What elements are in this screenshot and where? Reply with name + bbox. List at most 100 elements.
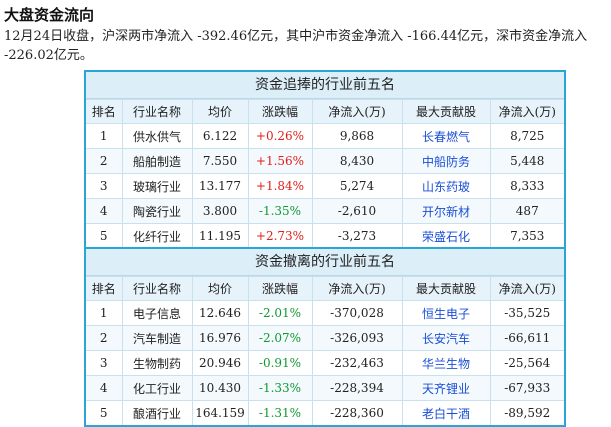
avg-price-cell: 10.430 bbox=[192, 375, 249, 401]
avg-price-cell: 20.946 bbox=[192, 350, 249, 376]
table-row: 4 陶瓷行业 3.800 -1.35% -2,610 开尔新材 487 bbox=[86, 198, 564, 224]
rank-cell: 4 bbox=[86, 198, 123, 224]
table-row: 3 玻璃行业 13.177 +1.84% 5,274 山东药玻 8,333 bbox=[86, 173, 564, 199]
change-cell: +0.26% bbox=[248, 123, 313, 149]
net-inflow-cell: -228,360 bbox=[312, 400, 403, 425]
stock-inflow-cell: -67,933 bbox=[490, 375, 564, 401]
table-row: 4 化工行业 10.430 -1.33% -228,394 天齐锂业 -67,9… bbox=[86, 375, 564, 401]
column-header-net-inflow: 净流入(万) bbox=[312, 276, 403, 301]
industry-cell: 汽车制造 bbox=[122, 325, 193, 351]
stock-inflow-cell: -25,564 bbox=[490, 350, 564, 376]
avg-price-cell: 7.550 bbox=[192, 148, 249, 174]
stock-inflow-cell: -66,611 bbox=[490, 325, 564, 351]
top-stock-link[interactable]: 长安汽车 bbox=[402, 325, 491, 351]
rank-cell: 3 bbox=[86, 350, 123, 376]
table-row: 1 供水供气 6.122 +0.26% 9,868 长春燃气 8,725 bbox=[86, 123, 564, 149]
change-cell: -1.31% bbox=[248, 400, 313, 425]
stock-inflow-cell: -35,525 bbox=[490, 300, 564, 326]
column-header-industry: 行业名称 bbox=[122, 99, 193, 124]
column-header-top-stock: 最大贡献股 bbox=[402, 276, 491, 301]
net-inflow-cell: -232,463 bbox=[312, 350, 403, 376]
industry-cell: 酿酒行业 bbox=[122, 400, 193, 425]
net-inflow-cell: -370,028 bbox=[312, 300, 403, 326]
avg-price-cell: 6.122 bbox=[192, 123, 249, 149]
top-stock-link[interactable]: 老白干酒 bbox=[402, 400, 491, 425]
stock-inflow-cell: -89,592 bbox=[490, 400, 564, 425]
avg-price-cell: 16.976 bbox=[192, 325, 249, 351]
change-cell: +1.56% bbox=[248, 148, 313, 174]
change-cell: -2.01% bbox=[248, 300, 313, 326]
top-stock-link[interactable]: 开尔新材 bbox=[402, 198, 491, 224]
change-cell: -0.91% bbox=[248, 350, 313, 376]
inflow-table: 排名 行业名称 均价 涨跌幅 净流入(万) 最大贡献股 净流入(万) 1 供水供… bbox=[86, 99, 564, 248]
top-stock-link[interactable]: 华兰生物 bbox=[402, 350, 491, 376]
avg-price-cell: 12.646 bbox=[192, 300, 249, 326]
net-inflow-cell: -326,093 bbox=[312, 325, 403, 351]
industry-cell: 化工行业 bbox=[122, 375, 193, 401]
inflow-table-header-row: 排名 行业名称 均价 涨跌幅 净流入(万) 最大贡献股 净流入(万) bbox=[86, 99, 564, 124]
outflow-table-panel: 资金撤离的行业前五名 排名 行业名称 均价 涨跌幅 净流入(万) 最大贡献股 净… bbox=[84, 247, 566, 427]
outflow-table-title: 资金撤离的行业前五名 bbox=[86, 249, 564, 276]
column-header-change: 涨跌幅 bbox=[248, 99, 313, 124]
column-header-change: 涨跌幅 bbox=[248, 276, 313, 301]
stock-inflow-cell: 8,725 bbox=[490, 123, 564, 149]
rank-cell: 2 bbox=[86, 148, 123, 174]
rank-cell: 1 bbox=[86, 300, 123, 326]
page-title: 大盘资金流向 bbox=[4, 6, 95, 24]
column-header-stock-inflow: 净流入(万) bbox=[490, 99, 564, 124]
table-row: 2 汽车制造 16.976 -2.07% -326,093 长安汽车 -66,6… bbox=[86, 325, 564, 351]
column-header-rank: 排名 bbox=[86, 276, 123, 301]
change-cell: -1.33% bbox=[248, 375, 313, 401]
inflow-table-title: 资金追捧的行业前五名 bbox=[86, 72, 564, 99]
market-summary: 12月24日收盘，沪深两市净流入 -392.46亿元，其中沪市资金净流入 -16… bbox=[4, 29, 588, 63]
rank-cell: 2 bbox=[86, 325, 123, 351]
industry-cell: 供水供气 bbox=[122, 123, 193, 149]
net-inflow-cell: 5,274 bbox=[312, 173, 403, 199]
rank-cell: 5 bbox=[86, 400, 123, 425]
net-inflow-cell: -228,394 bbox=[312, 375, 403, 401]
column-header-avg-price: 均价 bbox=[192, 99, 249, 124]
industry-cell: 玻璃行业 bbox=[122, 173, 193, 199]
stock-inflow-cell: 5,448 bbox=[490, 148, 564, 174]
top-stock-link[interactable]: 中船防务 bbox=[402, 148, 491, 174]
change-cell: -1.35% bbox=[248, 198, 313, 224]
column-header-stock-inflow: 净流入(万) bbox=[490, 276, 564, 301]
column-header-net-inflow: 净流入(万) bbox=[312, 99, 403, 124]
industry-cell: 化纤行业 bbox=[122, 223, 193, 248]
column-header-industry: 行业名称 bbox=[122, 276, 193, 301]
net-inflow-cell: 8,430 bbox=[312, 148, 403, 174]
top-stock-link[interactable]: 山东药玻 bbox=[402, 173, 491, 199]
net-inflow-cell: -2,610 bbox=[312, 198, 403, 224]
table-row: 3 生物制药 20.946 -0.91% -232,463 华兰生物 -25,5… bbox=[86, 350, 564, 376]
table-row: 5 化纤行业 11.195 +2.73% -3,273 荣盛石化 7,353 bbox=[86, 223, 564, 248]
net-inflow-cell: -3,273 bbox=[312, 223, 403, 248]
rank-cell: 5 bbox=[86, 223, 123, 248]
stock-inflow-cell: 7,353 bbox=[490, 223, 564, 248]
industry-cell: 陶瓷行业 bbox=[122, 198, 193, 224]
table-row: 2 船舶制造 7.550 +1.56% 8,430 中船防务 5,448 bbox=[86, 148, 564, 174]
top-stock-link[interactable]: 荣盛石化 bbox=[402, 223, 491, 248]
industry-cell: 电子信息 bbox=[122, 300, 193, 326]
net-inflow-cell: 9,868 bbox=[312, 123, 403, 149]
rank-cell: 1 bbox=[86, 123, 123, 149]
outflow-table-header-row: 排名 行业名称 均价 涨跌幅 净流入(万) 最大贡献股 净流入(万) bbox=[86, 276, 564, 301]
column-header-top-stock: 最大贡献股 bbox=[402, 99, 491, 124]
top-stock-link[interactable]: 长春燃气 bbox=[402, 123, 491, 149]
table-row: 5 酿酒行业 164.159 -1.31% -228,360 老白干酒 -89,… bbox=[86, 400, 564, 425]
inflow-table-panel: 资金追捧的行业前五名 排名 行业名称 均价 涨跌幅 净流入(万) 最大贡献股 净… bbox=[84, 70, 566, 250]
top-stock-link[interactable]: 天齐锂业 bbox=[402, 375, 491, 401]
outflow-table: 排名 行业名称 均价 涨跌幅 净流入(万) 最大贡献股 净流入(万) 1 电子信… bbox=[86, 276, 564, 425]
top-stock-link[interactable]: 恒生电子 bbox=[402, 300, 491, 326]
stock-inflow-cell: 487 bbox=[490, 198, 564, 224]
change-cell: +2.73% bbox=[248, 223, 313, 248]
column-header-rank: 排名 bbox=[86, 99, 123, 124]
change-cell: -2.07% bbox=[248, 325, 313, 351]
column-header-avg-price: 均价 bbox=[192, 276, 249, 301]
table-row: 1 电子信息 12.646 -2.01% -370,028 恒生电子 -35,5… bbox=[86, 300, 564, 326]
rank-cell: 4 bbox=[86, 375, 123, 401]
stock-inflow-cell: 8,333 bbox=[490, 173, 564, 199]
industry-cell: 生物制药 bbox=[122, 350, 193, 376]
avg-price-cell: 13.177 bbox=[192, 173, 249, 199]
avg-price-cell: 164.159 bbox=[192, 400, 249, 425]
rank-cell: 3 bbox=[86, 173, 123, 199]
